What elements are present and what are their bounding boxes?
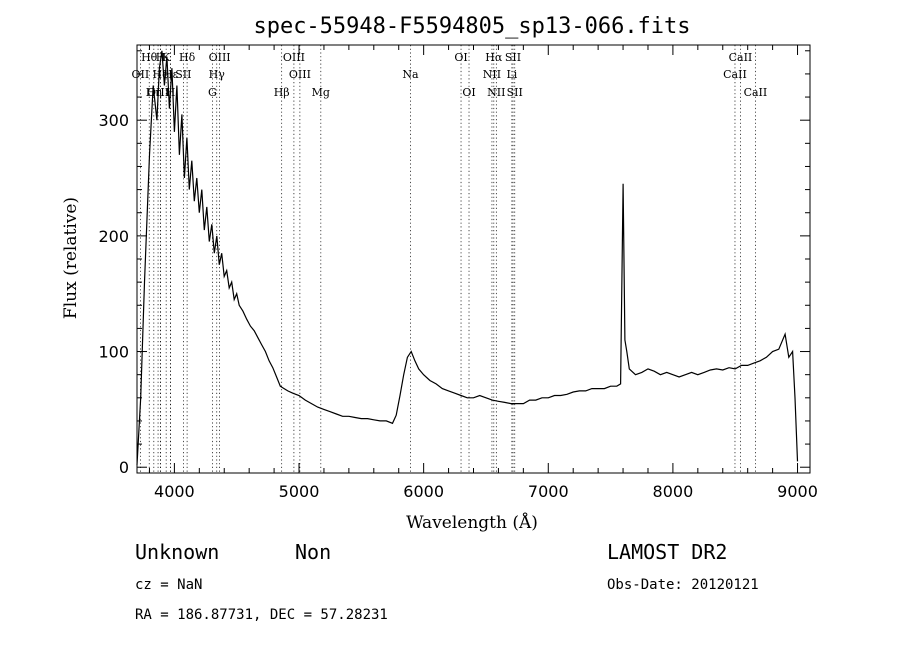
survey-name: LAMOST DR2: [607, 540, 727, 564]
y-tick-label: 0: [119, 458, 129, 477]
coordinates-text: RA = 186.87731, DEC = 57.28231: [135, 607, 388, 623]
plot-area: HθOIIOIIIHHeHηKHεHHδSIIOIIIHγGOIIIOIIIHβ…: [98, 44, 818, 501]
line-marker-label: OIII: [289, 68, 311, 81]
line-marker-label: SII: [505, 51, 521, 64]
x-tick-label: 5000: [279, 482, 320, 501]
x-tick-label: 7000: [528, 482, 569, 501]
line-marker-label: OIII: [209, 51, 231, 64]
x-axis-label: Wavelength (Å): [406, 512, 538, 533]
line-marker-label: SII: [507, 86, 523, 99]
y-axis-label: Flux (relative): [61, 197, 81, 319]
x-tick-label: 8000: [653, 482, 694, 501]
line-marker-label: OII: [132, 68, 150, 81]
object-subclass: Non: [295, 540, 331, 564]
redshift-text: cz = NaN: [135, 577, 202, 593]
line-marker-label: G: [208, 86, 217, 99]
line-marker-label: Hβ: [274, 86, 290, 99]
x-tick-label: 4000: [154, 482, 195, 501]
line-marker-label: Hγ: [209, 68, 226, 81]
x-tick-label: 9000: [777, 482, 818, 501]
line-marker-label: Hδ: [179, 51, 196, 64]
line-marker-label: Mg: [312, 86, 330, 99]
y-tick-label: 200: [98, 227, 129, 246]
y-tick-label: 300: [98, 111, 129, 130]
line-marker-label: CaII: [744, 86, 768, 99]
plot-frame: [136, 44, 811, 474]
line-marker-label: OI: [462, 86, 475, 99]
line-marker-label: Hε: [163, 68, 179, 81]
line-marker-label: CaII: [723, 68, 747, 81]
line-marker-label: NII: [487, 86, 505, 99]
spectrum-line: [136, 50, 799, 465]
line-marker-label: OIII: [283, 51, 305, 64]
x-tick-label: 6000: [403, 482, 444, 501]
line-marker-label: Na: [402, 68, 419, 81]
line-marker-label: CaII: [729, 51, 753, 64]
obs-date-text: Obs-Date: 20120121: [607, 577, 759, 593]
chart-title: spec-55948-F5594805_sp13-066.fits: [253, 14, 690, 39]
line-marker-label: Li: [506, 68, 517, 81]
line-marker-label: Hα: [485, 51, 503, 64]
line-marker-label: NII: [483, 68, 501, 81]
y-tick-label: 100: [98, 343, 129, 362]
line-marker-label: SII: [175, 68, 191, 81]
object-class: Unknown: [135, 540, 219, 564]
line-marker-label: OI: [454, 51, 467, 64]
